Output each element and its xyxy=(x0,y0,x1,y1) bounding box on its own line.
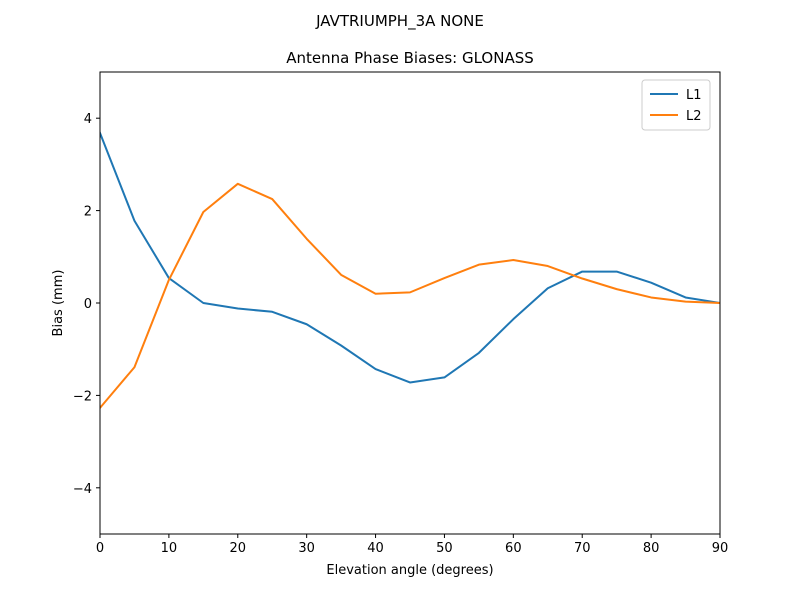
x-tick-label: 70 xyxy=(574,541,591,556)
y-tick-label: 2 xyxy=(84,205,92,220)
y-axis-label: Bias (mm) xyxy=(51,270,66,337)
y-tick-label: −4 xyxy=(73,482,92,497)
x-tick-label: 20 xyxy=(230,541,247,556)
x-tick-label: 10 xyxy=(161,541,178,556)
x-tick-label: 80 xyxy=(643,541,660,556)
series-layer xyxy=(100,131,720,410)
x-tick-label: 40 xyxy=(367,541,384,556)
x-tick-label: 0 xyxy=(96,541,104,556)
y-tick-label: 0 xyxy=(84,297,92,312)
chart-title: Antenna Phase Biases: GLONASS xyxy=(286,49,534,67)
y-tick-label: −2 xyxy=(73,389,92,404)
plot-frame xyxy=(99,71,721,535)
x-tick-label: 30 xyxy=(298,541,315,556)
chart-suptitle: JAVTRIUMPH_3A NONE xyxy=(315,12,484,31)
legend-label-l2: L2 xyxy=(686,109,702,124)
y-tick-label: 4 xyxy=(84,112,92,127)
x-tick-label: 50 xyxy=(436,541,453,556)
series-line-l1 xyxy=(100,131,720,384)
x-tick-label: 60 xyxy=(505,541,522,556)
legend-box xyxy=(641,79,711,131)
legend-label-l1: L1 xyxy=(686,88,702,103)
x-axis-label: Elevation angle (degrees) xyxy=(326,563,493,578)
axes-layer: 0 10 20 30 40 50 60 70 80 90 −4 −2 0 2 4 xyxy=(73,71,729,556)
x-tick-label: 90 xyxy=(712,541,729,556)
series-line-l2 xyxy=(100,182,720,410)
